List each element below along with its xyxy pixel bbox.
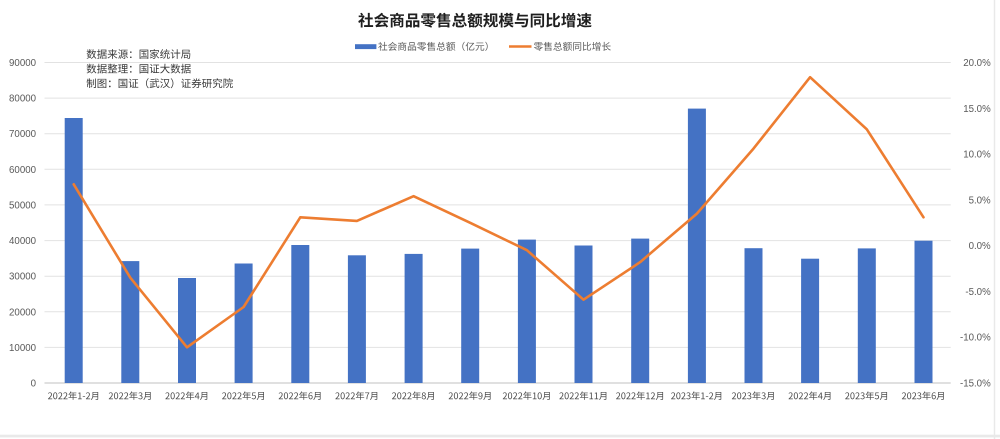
svg-text:90000: 90000 xyxy=(9,58,37,69)
svg-text:-15.0%: -15.0% xyxy=(960,379,991,390)
svg-text:30000: 30000 xyxy=(9,272,37,283)
svg-text:5.0%: 5.0% xyxy=(969,195,991,206)
svg-text:0.0%: 0.0% xyxy=(969,241,991,252)
svg-text:80000: 80000 xyxy=(9,94,37,105)
svg-text:0: 0 xyxy=(31,379,37,390)
svg-text:50000: 50000 xyxy=(9,200,37,211)
svg-text:-5.0%: -5.0% xyxy=(965,287,991,298)
svg-text:20.0%: 20.0% xyxy=(963,58,991,69)
svg-text:20000: 20000 xyxy=(9,307,37,318)
svg-text:60000: 60000 xyxy=(9,165,37,176)
svg-text:15.0%: 15.0% xyxy=(963,104,991,115)
svg-text:-10.0%: -10.0% xyxy=(960,333,991,344)
svg-text:40000: 40000 xyxy=(9,236,37,247)
svg-text:70000: 70000 xyxy=(9,129,37,140)
svg-text:10000: 10000 xyxy=(9,343,37,354)
svg-text:10.0%: 10.0% xyxy=(963,150,991,161)
